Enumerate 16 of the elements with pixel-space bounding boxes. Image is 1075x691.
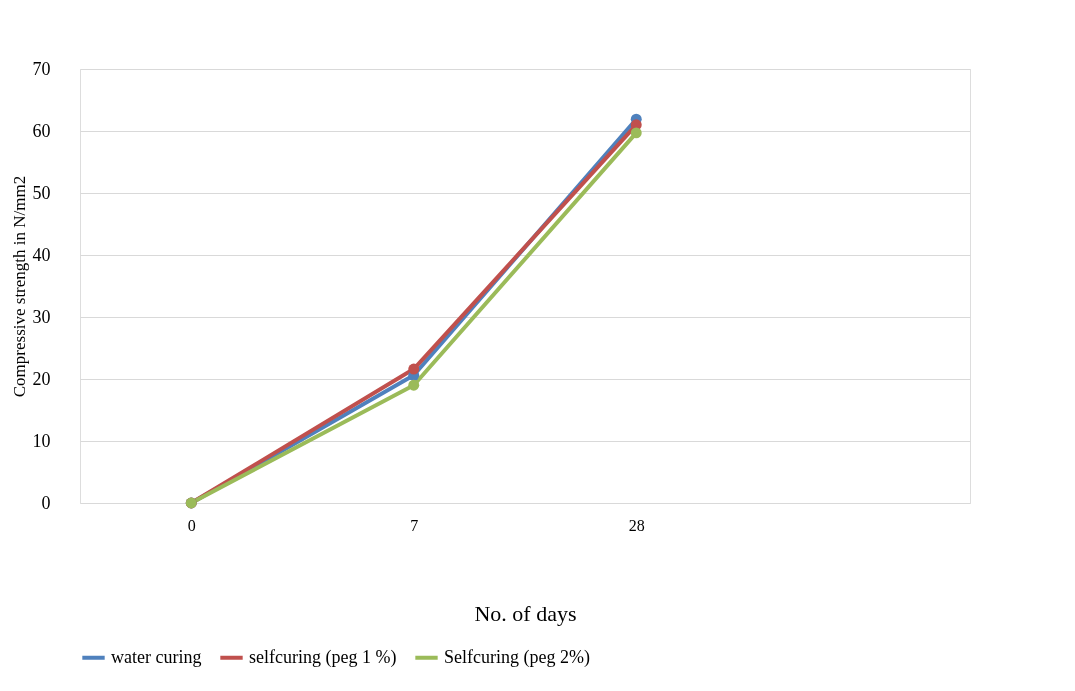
legend-label: water curing <box>111 646 202 667</box>
x-axis-title: No. of days <box>474 600 577 626</box>
x-tick-label: 7 <box>410 516 419 534</box>
y-tick-label: 60 <box>32 120 51 141</box>
y-tick-label: 70 <box>32 58 51 79</box>
y-tick-label: 0 <box>41 492 51 513</box>
y-tick-label: 30 <box>32 306 51 327</box>
y-tick-label: 50 <box>32 182 51 203</box>
y-tick-label: 40 <box>32 244 51 265</box>
legend-label: Selfcuring (peg 2%) <box>444 646 590 668</box>
y-tick-label: 10 <box>32 430 51 451</box>
x-tick-label: 28 <box>628 516 645 534</box>
x-tick-label: 0 <box>187 516 196 534</box>
y-tick-label: 20 <box>32 368 51 389</box>
legend-label: selfcuring (peg 1 %) <box>249 646 397 668</box>
y-axis-title: Compressive strength in N/mm2 <box>9 175 29 398</box>
